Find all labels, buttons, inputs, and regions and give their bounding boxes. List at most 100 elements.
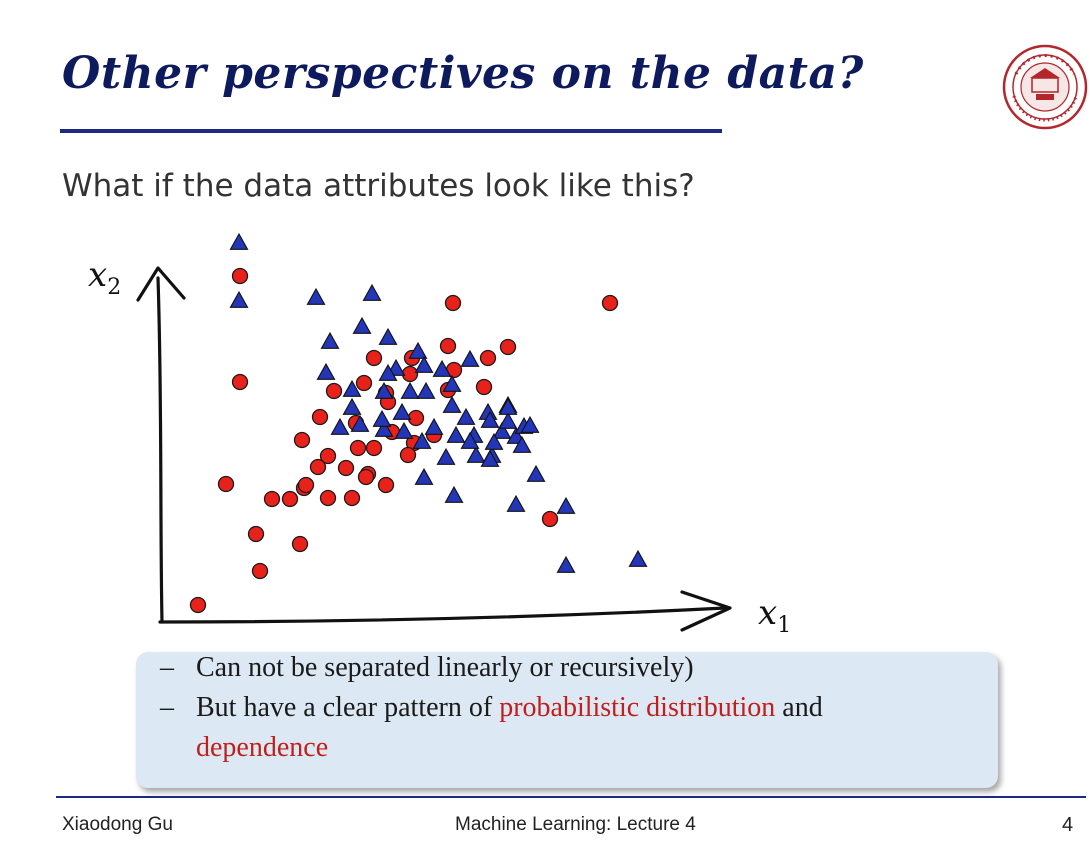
- red-circle-point: [297, 476, 315, 494]
- university-seal-logo: [1002, 44, 1088, 130]
- blue-triangle-point: [512, 435, 532, 453]
- bullet-2-prefix: But have a clear pattern of: [196, 692, 500, 723]
- blue-triangle-point: [362, 283, 382, 301]
- blue-triangle-point: [378, 327, 398, 345]
- blue-triangle-point: [446, 425, 466, 443]
- blue-triangle-point: [432, 359, 452, 377]
- x-axis-arrowhead: [680, 590, 732, 632]
- blue-triangle-point: [480, 449, 500, 467]
- red-circle-point: [325, 382, 343, 400]
- red-circle-point: [217, 475, 235, 493]
- slide-title: Other perspectives on the data?: [62, 48, 864, 99]
- x-axis-subscript: 1: [777, 613, 791, 638]
- red-circle-point: [444, 294, 462, 312]
- blue-triangle-point: [392, 402, 412, 420]
- blue-triangle-point: [442, 374, 462, 392]
- blue-triangle-point: [342, 397, 362, 415]
- data-points: [189, 232, 648, 614]
- red-circle-point: [231, 267, 249, 285]
- blue-triangle-point: [498, 397, 518, 415]
- red-circle-point: [281, 490, 299, 508]
- red-circle-point: [541, 510, 559, 528]
- callout-box: – Can not be separated linearly or recurs…: [136, 652, 998, 788]
- blue-triangle-point: [408, 341, 428, 359]
- blue-triangle-point: [350, 414, 370, 432]
- red-circle-point: [355, 374, 373, 392]
- red-circle-point: [293, 431, 311, 449]
- blue-triangle-point: [330, 417, 350, 435]
- red-circle-point: [231, 373, 249, 391]
- blue-triangle-point: [400, 381, 420, 399]
- y-axis-arrowhead: [136, 266, 186, 302]
- y-axis-letter: x: [88, 255, 107, 295]
- scatter-plot: x2 x1: [88, 232, 791, 638]
- y-axis: [156, 276, 164, 624]
- red-circle-point: [337, 459, 355, 477]
- red-circle-point: [349, 439, 367, 457]
- x-axis: [158, 606, 727, 624]
- x-axis-letter: x: [758, 593, 777, 633]
- red-circle-point: [499, 338, 517, 356]
- bullet-1-text: Can not be separated linearly or recursi…: [196, 652, 694, 683]
- blue-triangle-point: [444, 485, 464, 503]
- red-circle-point: [311, 408, 329, 426]
- footer-course: Machine Learning: Lecture 4: [455, 814, 696, 835]
- blue-triangle-point: [480, 410, 500, 428]
- red-circle-point: [601, 294, 619, 312]
- blue-triangle-point: [372, 409, 392, 427]
- page-number: 4: [1062, 814, 1074, 836]
- blue-triangle-point: [484, 432, 504, 450]
- blue-triangle-point: [352, 316, 372, 334]
- blue-triangle-point: [320, 331, 340, 349]
- blue-triangle-point: [374, 381, 394, 399]
- blue-triangle-point: [342, 379, 362, 397]
- bullet-2-continuation: dependence: [196, 734, 328, 762]
- red-circle-point: [365, 349, 383, 367]
- blue-triangle-point: [374, 419, 394, 437]
- red-circle-point: [399, 446, 417, 464]
- blue-triangle-point: [520, 415, 540, 433]
- red-circle-point: [309, 458, 327, 476]
- blue-triangle-point: [456, 407, 476, 425]
- blue-triangle-point: [460, 349, 480, 367]
- red-circle-point: [189, 596, 207, 614]
- blue-triangle-point: [412, 431, 432, 449]
- blue-triangle-point: [436, 447, 456, 465]
- highlight-probabilistic-distribution: probabilistic distribution: [499, 692, 776, 723]
- footer-author: Xiaodong Gu: [62, 814, 173, 835]
- red-circle-point: [439, 337, 457, 355]
- blue-triangle-point: [229, 290, 249, 308]
- blue-triangle-point: [628, 549, 648, 567]
- red-circle-point: [357, 468, 375, 486]
- x-axis-label: x1: [758, 593, 791, 638]
- y-axis-subscript: 2: [107, 275, 121, 300]
- blue-triangle-point: [416, 381, 436, 399]
- red-circle-point: [263, 490, 281, 508]
- red-circle-point: [475, 378, 493, 396]
- blue-triangle-point: [306, 287, 326, 305]
- blue-triangle-point: [492, 421, 512, 439]
- red-circle-point: [247, 525, 265, 543]
- red-circle-point: [401, 365, 419, 383]
- red-circle-point: [365, 439, 383, 457]
- title-underline: [60, 129, 722, 133]
- bullet-2-suffix: and: [775, 692, 823, 723]
- blue-triangle-point: [506, 494, 526, 512]
- red-circle-point: [343, 489, 361, 507]
- highlight-dependence: dependence: [196, 732, 329, 763]
- red-circle-point: [319, 447, 337, 465]
- blue-triangle-point: [556, 555, 576, 573]
- y-axis-label: x2: [88, 255, 121, 300]
- blue-triangle-point: [442, 395, 462, 413]
- bullet-1: – Can not be separated linearly or recurs…: [160, 654, 694, 682]
- blue-triangle-point: [394, 421, 414, 439]
- slide-subtitle: What if the data attributes look like th…: [62, 168, 695, 204]
- blue-triangle-point: [498, 411, 518, 429]
- bullet-dash: –: [160, 692, 174, 723]
- red-circle-point: [479, 349, 497, 367]
- blue-triangle-point: [424, 417, 444, 435]
- red-circle-point: [407, 409, 425, 427]
- blue-triangle-point: [556, 496, 576, 514]
- blue-triangle-point: [460, 431, 480, 449]
- red-circle-point: [291, 535, 309, 553]
